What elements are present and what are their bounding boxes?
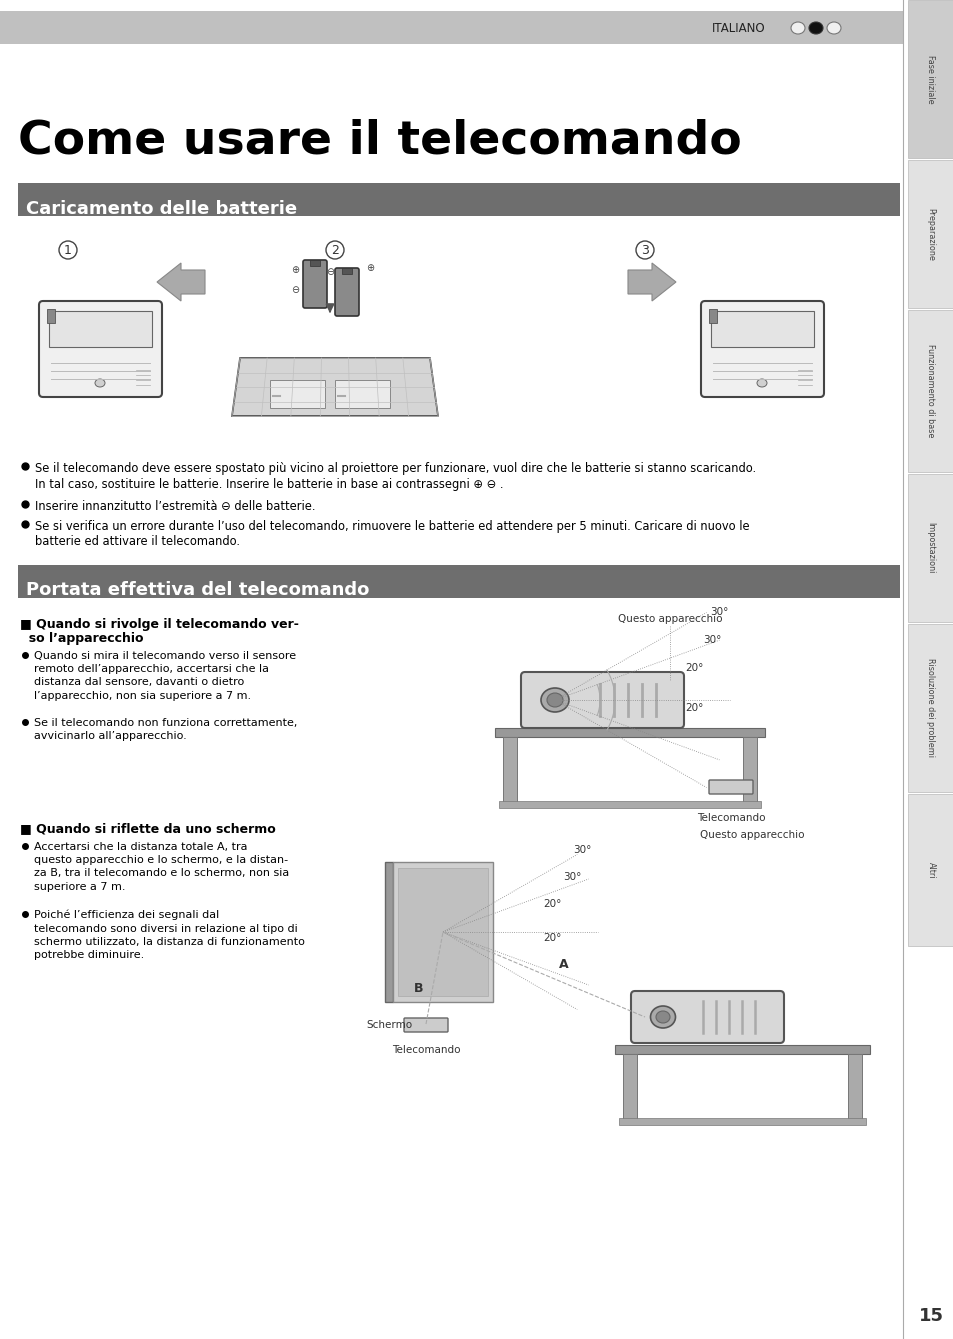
Text: Inserire innanzitutto l’estremità ⊖ delle batterie.: Inserire innanzitutto l’estremità ⊖ dell…	[35, 499, 315, 513]
Text: Fase iniziale: Fase iniziale	[925, 55, 935, 103]
FancyBboxPatch shape	[520, 672, 683, 728]
Bar	[907, 794, 953, 945]
FancyBboxPatch shape	[335, 268, 358, 316]
Ellipse shape	[326, 241, 344, 258]
Text: Quando si mira il telecomando verso il sensore
remoto dell’apparecchio, accertar: Quando si mira il telecomando verso il s…	[34, 651, 295, 700]
Text: ⊖: ⊖	[326, 266, 334, 277]
FancyBboxPatch shape	[39, 301, 162, 396]
Text: In tal caso, sostituire le batterie. Inserire le batterie in base ai contrassegn: In tal caso, sostituire le batterie. Ins…	[35, 478, 503, 491]
Text: Questo apparecchio: Questo apparecchio	[618, 615, 721, 624]
Bar	[710, 311, 813, 347]
Text: Se si verifica un errore durante l’uso del telecomando, rimuovere le batterie ed: Se si verifica un errore durante l’uso d…	[35, 520, 749, 533]
FancyBboxPatch shape	[708, 781, 752, 794]
Ellipse shape	[95, 379, 105, 387]
Bar	[393, 862, 493, 1002]
Text: ITALIANO: ITALIANO	[711, 21, 765, 35]
FancyBboxPatch shape	[700, 301, 823, 396]
Bar	[0, 11, 902, 44]
Text: 15: 15	[918, 1307, 943, 1326]
Bar	[502, 736, 517, 803]
Bar	[847, 1054, 862, 1119]
Text: Altri: Altri	[925, 862, 935, 878]
Text: Caricamento delle batterie: Caricamento delle batterie	[26, 200, 296, 218]
Bar	[49, 311, 152, 347]
Ellipse shape	[650, 1006, 675, 1028]
Ellipse shape	[546, 694, 562, 707]
Text: 1: 1	[64, 244, 71, 257]
Bar	[907, 624, 953, 791]
Bar	[310, 260, 319, 266]
Bar	[397, 868, 488, 996]
Ellipse shape	[656, 1011, 669, 1023]
Bar	[907, 311, 953, 473]
Text: ⊕: ⊕	[291, 265, 298, 274]
Text: 20°: 20°	[542, 933, 560, 943]
Text: Poiché l’efficienza dei segnali dal
telecomando sono diversi in relazione al tip: Poiché l’efficienza dei segnali dal tele…	[34, 911, 305, 960]
Text: Impostazioni: Impostazioni	[925, 522, 935, 573]
FancyArrow shape	[157, 262, 205, 301]
Text: 3: 3	[640, 244, 648, 257]
Text: Telecomando: Telecomando	[392, 1044, 459, 1055]
Bar	[615, 1044, 869, 1054]
Bar	[622, 1054, 637, 1119]
Text: batterie ed attivare il telecomando.: batterie ed attivare il telecomando.	[35, 536, 240, 548]
Text: ■ Quando si rivolge il telecomando ver-: ■ Quando si rivolge il telecomando ver-	[20, 619, 298, 631]
Bar	[618, 1118, 865, 1125]
Text: Se il telecomando deve essere spostato più vicino al proiettore per funzionare, : Se il telecomando deve essere spostato p…	[35, 462, 756, 475]
Text: A: A	[558, 957, 568, 971]
Ellipse shape	[757, 379, 766, 387]
Text: so l’apparecchio: so l’apparecchio	[20, 632, 143, 645]
Text: 20°: 20°	[684, 703, 702, 712]
Text: Schermo: Schermo	[366, 1020, 412, 1030]
Text: ■ Quando si riflette da uno schermo: ■ Quando si riflette da uno schermo	[20, 822, 275, 836]
Bar	[498, 801, 760, 807]
FancyArrow shape	[627, 262, 676, 301]
Text: ⊖: ⊖	[291, 285, 298, 295]
Text: Preparazione: Preparazione	[925, 208, 935, 261]
Text: B: B	[414, 981, 423, 995]
Text: 30°: 30°	[709, 607, 727, 617]
Ellipse shape	[790, 21, 804, 33]
Text: 20°: 20°	[684, 663, 702, 674]
Text: Se il telecomando non funziona correttamente,
avvicinarlo all’apparecchio.: Se il telecomando non funziona correttam…	[34, 718, 297, 742]
FancyBboxPatch shape	[403, 1018, 448, 1032]
Ellipse shape	[636, 241, 654, 258]
Text: 30°: 30°	[573, 845, 591, 856]
Bar	[270, 380, 325, 408]
Ellipse shape	[59, 241, 77, 258]
Bar	[341, 268, 352, 274]
Bar	[495, 728, 764, 736]
FancyBboxPatch shape	[630, 991, 783, 1043]
Text: 30°: 30°	[562, 872, 580, 882]
Text: 20°: 20°	[542, 898, 560, 909]
Polygon shape	[232, 358, 437, 416]
Bar	[708, 309, 717, 323]
Text: ⊕: ⊕	[366, 262, 374, 273]
Text: Questo apparecchio: Questo apparecchio	[699, 830, 803, 840]
Bar	[18, 183, 899, 216]
Bar	[742, 736, 757, 803]
Bar	[907, 0, 953, 158]
Text: Risoluzione dei problemi: Risoluzione dei problemi	[925, 659, 935, 758]
Bar	[47, 309, 55, 323]
Bar	[385, 862, 393, 1002]
Ellipse shape	[540, 688, 568, 712]
Text: 2: 2	[331, 244, 338, 257]
Ellipse shape	[826, 21, 841, 33]
Text: Come usare il telecomando: Come usare il telecomando	[18, 118, 741, 163]
Text: 30°: 30°	[702, 635, 720, 645]
Bar	[335, 380, 390, 408]
Bar	[907, 159, 953, 308]
Text: Telecomando: Telecomando	[696, 813, 764, 823]
Text: Accertarsi che la distanza totale A, tra
questo apparecchio e lo schermo, e la d: Accertarsi che la distanza totale A, tra…	[34, 842, 289, 892]
Text: Funzionamento di base: Funzionamento di base	[925, 344, 935, 438]
Text: Portata effettiva del telecomando: Portata effettiva del telecomando	[26, 581, 369, 599]
Bar	[18, 565, 899, 599]
Bar	[907, 474, 953, 623]
Ellipse shape	[808, 21, 822, 33]
FancyBboxPatch shape	[303, 260, 327, 308]
